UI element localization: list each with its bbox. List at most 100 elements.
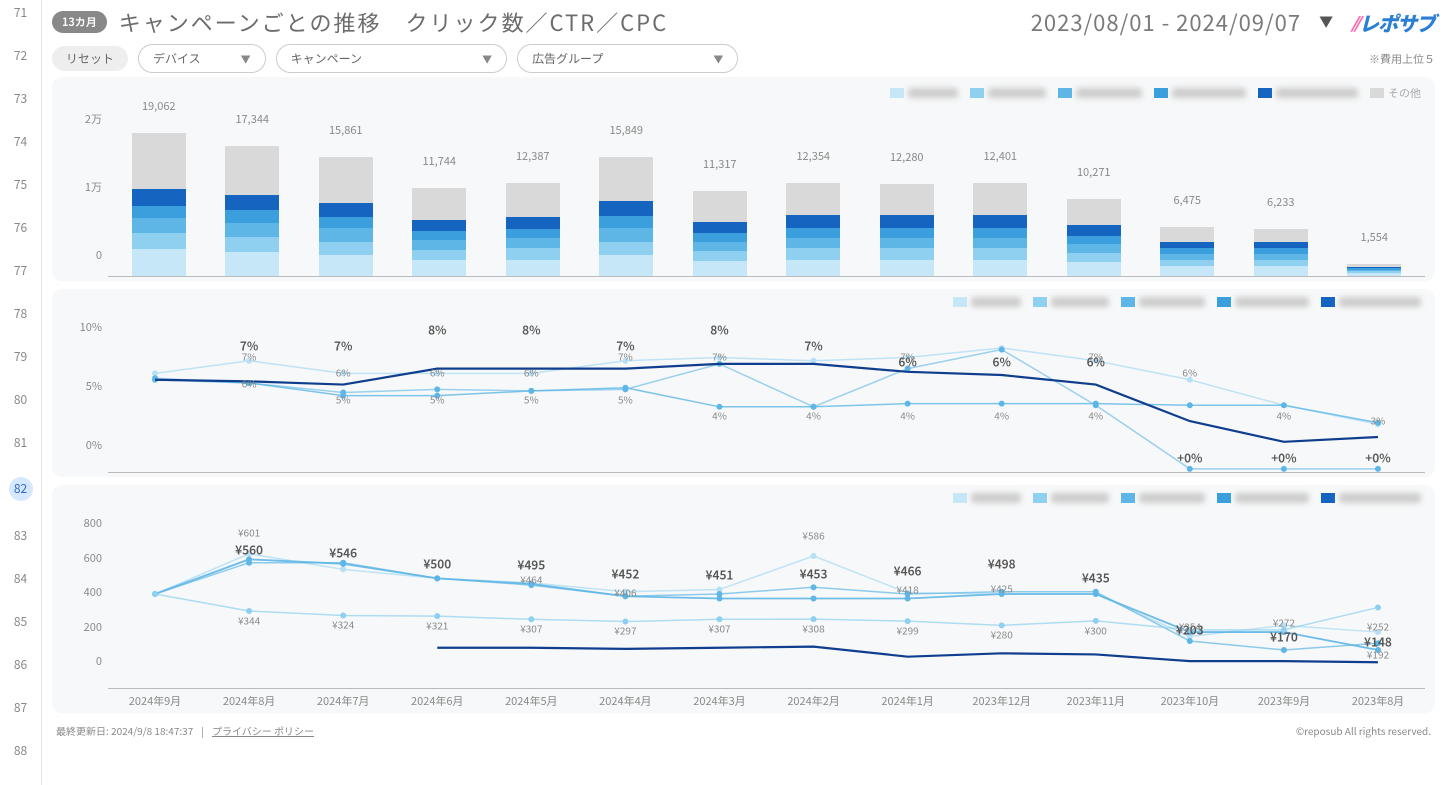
x-label: 2023年10月 <box>1143 689 1237 709</box>
x-axis-labels: 2024年9月2024年8月2024年7月2024年6月2024年5月2024年… <box>108 689 1425 709</box>
ruler-row-82[interactable]: 82 <box>9 477 33 501</box>
data-label: ¥546 <box>329 545 357 562</box>
bar-column: 12,354 <box>767 107 861 276</box>
date-range[interactable]: 2023/08/01 - 2024/09/07 <box>1031 6 1301 38</box>
data-label: ¥500 <box>423 555 451 572</box>
data-label: ¥464 <box>520 571 542 586</box>
ruler-row-73[interactable]: 73 <box>9 90 33 107</box>
ruler-row-71[interactable]: 71 <box>9 4 33 21</box>
data-label: ¥498 <box>988 556 1016 573</box>
bar-column: 12,387 <box>486 107 580 276</box>
bar-y-axis: 2万1万0 <box>62 107 108 277</box>
data-label: 7% <box>900 348 915 363</box>
bar-column: 6,475 <box>1141 107 1235 276</box>
campaign-select[interactable]: キャンペーン▼ <box>276 44 507 73</box>
x-label: 2024年7月 <box>296 689 390 709</box>
data-label: ¥601 <box>238 525 260 540</box>
ruler-row-72[interactable]: 72 <box>9 47 33 64</box>
copyright: ©reposub All rights reserved. <box>1296 723 1431 738</box>
ruler-row-80[interactable]: 80 <box>9 391 33 408</box>
legend-item <box>1058 88 1142 98</box>
dashboard-main: 13カ月 キャンペーンごとの推移 クリック数／CTR／CPC 2023/08/0… <box>42 0 1445 785</box>
x-label: 2024年2月 <box>767 689 861 709</box>
data-label: 8% <box>522 322 540 339</box>
data-label: ¥307 <box>708 621 730 636</box>
data-label: 4% <box>1088 407 1103 422</box>
bar-column: 12,401 <box>954 107 1048 276</box>
data-label: 7% <box>242 348 257 363</box>
data-label: ¥272 <box>1273 614 1295 629</box>
ruler-row-85[interactable]: 85 <box>9 613 33 630</box>
ruler-row-74[interactable]: 74 <box>9 133 33 150</box>
ruler-row-75[interactable]: 75 <box>9 176 33 193</box>
data-label: 7% <box>334 338 352 355</box>
data-label: ¥324 <box>332 617 354 632</box>
ruler-row-76[interactable]: 76 <box>9 219 33 236</box>
privacy-link[interactable]: プライバシー ポリシー <box>212 723 314 738</box>
ruler-row-84[interactable]: 84 <box>9 570 33 587</box>
device-select[interactable]: デバイス▼ <box>138 44 266 73</box>
legend-item <box>953 297 1021 307</box>
data-label: 5% <box>618 391 633 406</box>
ruler-row-79[interactable]: 79 <box>9 348 33 365</box>
header: 13カ月 キャンペーンごとの推移 クリック数／CTR／CPC 2023/08/0… <box>52 6 1435 38</box>
data-label: ¥192 <box>1367 646 1389 661</box>
data-label: ¥308 <box>802 621 824 636</box>
data-label: ¥560 <box>235 542 263 559</box>
data-label: ¥453 <box>800 566 828 583</box>
data-label: ¥435 <box>1082 570 1110 587</box>
adgroup-select[interactable]: 広告グループ▼ <box>517 44 738 73</box>
bar-column: 15,861 <box>299 107 393 276</box>
legend-other: その他 <box>1370 85 1421 101</box>
bar-legend: その他 <box>62 83 1425 107</box>
period-badge: 13カ月 <box>52 11 107 33</box>
bar-column: 19,062 <box>112 107 206 276</box>
x-label: 2024年4月 <box>578 689 672 709</box>
ctr-legend <box>62 295 1425 313</box>
top5-note: ※費用上位５ <box>1369 51 1435 67</box>
data-label: ¥307 <box>520 621 542 636</box>
date-caret-icon[interactable]: ▼ <box>1319 12 1333 32</box>
bar-column: 12,280 <box>860 107 954 276</box>
x-label: 2024年1月 <box>861 689 955 709</box>
x-label: 2024年6月 <box>390 689 484 709</box>
legend-item <box>1121 297 1205 307</box>
data-label: ¥297 <box>614 623 636 638</box>
x-label: 2024年8月 <box>202 689 296 709</box>
bar-column: 6,233 <box>1234 107 1328 276</box>
ctr-y-axis: 10%5%0% <box>62 313 108 473</box>
ruler-row-88[interactable]: 88 <box>9 742 33 759</box>
legend-item <box>1258 88 1358 98</box>
data-label: 7% <box>1088 348 1103 363</box>
data-label: 5% <box>336 391 351 406</box>
page-title: キャンペーンごとの推移 クリック数／CTR／CPC <box>119 6 1019 38</box>
data-label: 4% <box>1277 407 1292 422</box>
legend-item <box>1121 493 1205 503</box>
data-label: 7% <box>804 338 822 355</box>
legend-item <box>1321 297 1421 307</box>
ruler-row-87[interactable]: 87 <box>9 699 33 716</box>
x-label: 2023年9月 <box>1237 689 1331 709</box>
legend-item <box>1217 493 1309 503</box>
data-label: ¥406 <box>614 584 636 599</box>
legend-item <box>890 88 958 98</box>
ruler-row-86[interactable]: 86 <box>9 656 33 673</box>
data-label: ¥425 <box>991 580 1013 595</box>
data-label: 7% <box>712 348 727 363</box>
ruler-row-81[interactable]: 81 <box>9 434 33 451</box>
ruler-row-78[interactable]: 78 <box>9 305 33 322</box>
ruler-row-77[interactable]: 77 <box>9 262 33 279</box>
x-label: 2023年8月 <box>1331 689 1425 709</box>
data-label: +0% <box>1365 449 1390 466</box>
data-label: 3% <box>1371 412 1386 427</box>
reset-button[interactable]: リセット <box>52 46 128 71</box>
bar-column: 15,849 <box>580 107 674 276</box>
legend-item <box>1154 88 1246 98</box>
data-label: ¥466 <box>894 563 922 580</box>
ctr-line-panel: 10%5%0% 7%7%8%8%7%8%7%6%6%6%+0%+0%+0%7%6… <box>52 289 1435 477</box>
data-label: 8% <box>710 322 728 339</box>
data-label: 6% <box>336 364 351 379</box>
data-label: ¥586 <box>802 528 824 543</box>
ruler-row-83[interactable]: 83 <box>9 527 33 544</box>
x-label: 2023年12月 <box>955 689 1049 709</box>
